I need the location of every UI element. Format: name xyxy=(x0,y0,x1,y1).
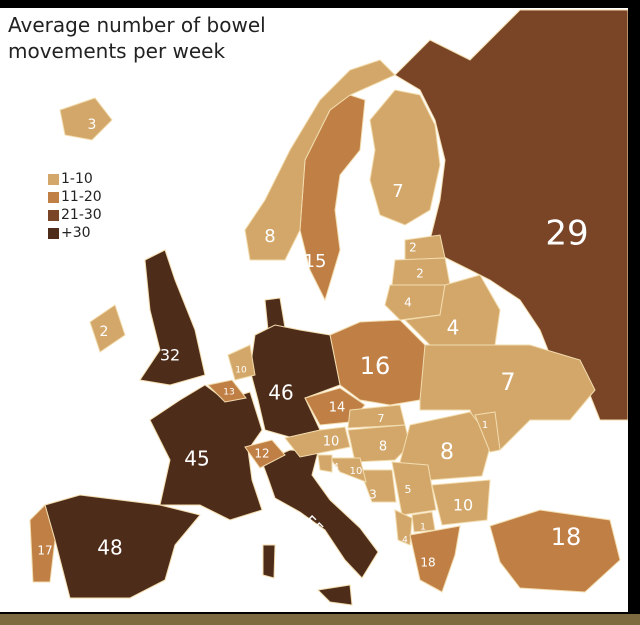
legend-label: 11-20 xyxy=(61,189,102,205)
title-line-2: movements per week xyxy=(8,39,226,63)
austria-shape xyxy=(284,426,351,458)
value-bulgaria: 10 xyxy=(453,496,473,515)
value-germany: 46 xyxy=(268,381,293,405)
greece-shape xyxy=(409,525,461,593)
value-uk: 32 xyxy=(160,346,180,365)
bosnia-shape xyxy=(359,469,397,503)
value-estonia: 2 xyxy=(409,241,417,255)
map-title: Average number of bowel movements per we… xyxy=(8,12,266,64)
value-slovakia: 7 xyxy=(378,412,385,425)
switzerland-shape xyxy=(244,439,286,469)
spain-shape xyxy=(44,494,201,599)
netherlands-shape xyxy=(227,344,256,381)
value-serbia: 5 xyxy=(405,483,412,496)
legend-label: +30 xyxy=(61,225,91,241)
title-line-1: Average number of bowel xyxy=(8,13,266,37)
value-macedonia: 1 xyxy=(420,523,426,533)
norway-shape xyxy=(244,59,396,261)
europe-map: 29 7 15 8 2 2 4 4 7 16 46 14 45 48 17 55… xyxy=(0,8,629,612)
legend-label: 1-10 xyxy=(61,171,93,187)
value-belarus: 4 xyxy=(447,316,460,340)
sardinia-shape xyxy=(262,544,276,579)
bulgaria-shape xyxy=(431,479,491,526)
legend-item: 1-10 xyxy=(48,170,102,188)
ukraine-shape xyxy=(419,344,596,451)
value-romania: 8 xyxy=(440,440,454,465)
value-austria: 10 xyxy=(323,435,340,450)
russia-shape xyxy=(394,9,629,421)
serbia-shape xyxy=(391,461,437,516)
turkey-shape xyxy=(489,509,621,593)
legend-item: +30 xyxy=(48,224,102,242)
country-value-labels: 29 7 15 8 2 2 4 4 7 16 46 14 45 48 17 55… xyxy=(37,117,588,570)
sicily-shape xyxy=(316,584,353,606)
legend-swatch xyxy=(48,191,59,203)
value-greece: 18 xyxy=(420,556,435,570)
value-netherlands: 10 xyxy=(235,366,247,376)
value-lithuania: 4 xyxy=(404,296,412,310)
iceland-shape xyxy=(59,97,113,141)
value-sweden: 15 xyxy=(304,251,327,272)
value-croatia: 10 xyxy=(350,466,363,477)
value-belgium: 13 xyxy=(223,388,234,398)
value-albania: 4 xyxy=(402,536,408,546)
value-ireland: 2 xyxy=(100,324,109,340)
ireland-shape xyxy=(89,304,126,353)
value-ukraine: 7 xyxy=(500,368,515,396)
lithuania-shape xyxy=(384,284,446,321)
italy-shape xyxy=(261,449,379,579)
finland-shape xyxy=(369,89,441,226)
poland-shape xyxy=(329,319,426,406)
value-czechia: 14 xyxy=(329,401,346,416)
uk-shape xyxy=(139,249,206,386)
value-moldova: 1 xyxy=(482,420,488,431)
legend-swatch xyxy=(48,173,59,185)
value-norway: 8 xyxy=(264,226,275,247)
country-shapes xyxy=(29,9,629,606)
croatia-shape xyxy=(329,457,367,483)
value-switzerland: 12 xyxy=(254,447,269,461)
value-france: 45 xyxy=(184,447,209,471)
romania-shape xyxy=(399,411,493,481)
legend: 1-10 11-20 21-30 +30 xyxy=(48,170,102,242)
value-turkey: 18 xyxy=(551,523,582,551)
belgium-shape xyxy=(206,379,247,403)
value-latvia: 2 xyxy=(416,267,424,281)
germany-shape xyxy=(249,324,341,441)
value-finland: 7 xyxy=(392,181,403,202)
moldova-shape xyxy=(474,411,501,453)
legend-swatch xyxy=(48,209,59,221)
value-bosnia: 3 xyxy=(369,488,377,502)
value-hungary: 8 xyxy=(379,440,387,455)
value-poland: 16 xyxy=(360,352,391,380)
value-spain: 48 xyxy=(97,536,122,560)
albania-shape xyxy=(394,509,413,546)
bottom-image-strip xyxy=(0,614,640,625)
value-slovenia: 4 xyxy=(333,463,339,473)
value-montenegro: 4 xyxy=(388,513,393,522)
legend-item: 21-30 xyxy=(48,206,102,224)
legend-swatch xyxy=(48,227,59,239)
slovenia-shape xyxy=(317,454,333,473)
value-iceland: 3 xyxy=(88,117,97,133)
portugal-shape xyxy=(29,504,56,583)
map-svg: 29 7 15 8 2 2 4 4 7 16 46 14 45 48 17 55… xyxy=(29,9,629,606)
value-portugal: 17 xyxy=(37,544,52,558)
legend-label: 21-30 xyxy=(61,207,102,223)
legend-item: 11-20 xyxy=(48,188,102,206)
value-russia: 29 xyxy=(545,214,588,254)
